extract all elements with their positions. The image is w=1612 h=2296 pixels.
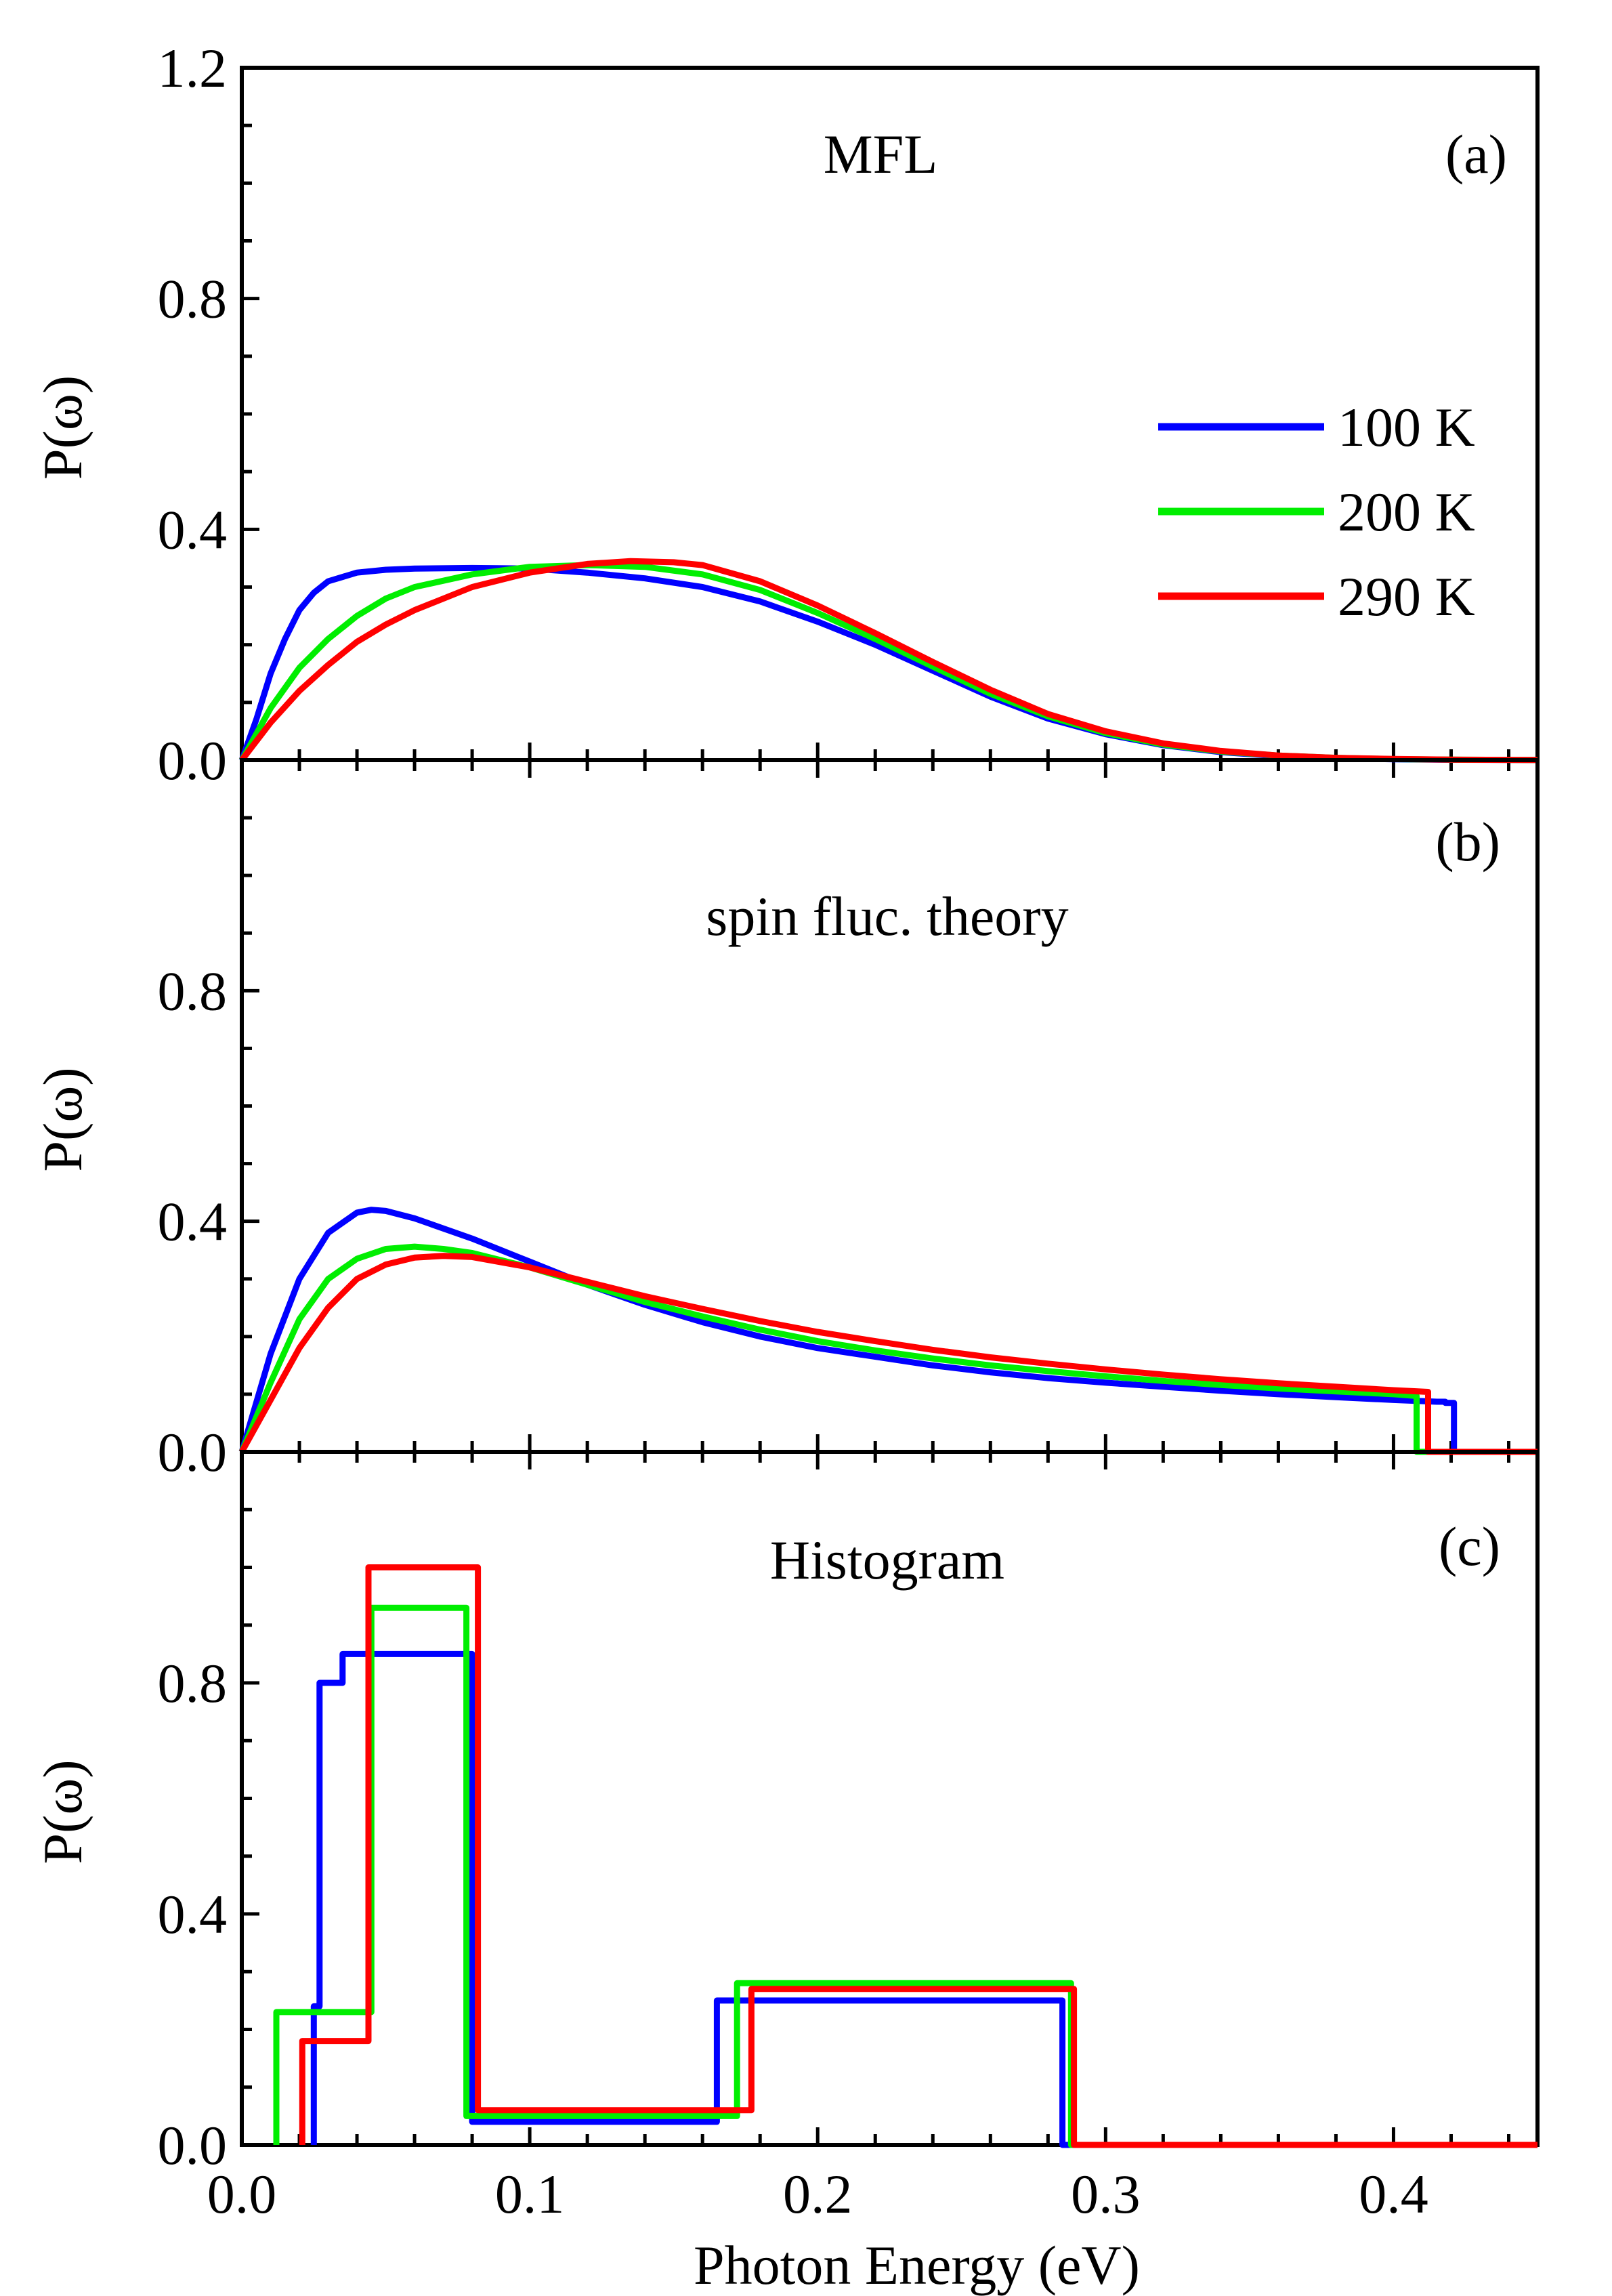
y-tick-label: 0.0 <box>158 1421 228 1483</box>
series-line-200k <box>238 1243 1537 1455</box>
legend: 100 K 200 K 290 K <box>1158 396 1475 627</box>
y-tick-label: 0.8 <box>158 268 228 330</box>
x-tick-label: 0.1 <box>495 2163 565 2225</box>
panel-a: 0.0 0.4 0.8 1.2 P(ω) MFL (a) 100 K 200 K 290 K <box>32 37 1540 791</box>
y-tick-label: 0.4 <box>158 1883 228 1945</box>
legend-label: 290 K <box>1338 566 1475 627</box>
x-tick-label: 0.2 <box>783 2163 853 2225</box>
panel-b: 0.0 0.4 0.8 P(ω) spin fluc. theory (b) <box>32 758 1540 1483</box>
y-tick-label: 0.8 <box>158 960 228 1022</box>
x-axis-title: Photon Energy (eV) <box>694 2234 1140 2296</box>
panel-label: (c) <box>1439 1516 1500 1577</box>
panel-title: spin fluc. theory <box>706 885 1068 947</box>
series-line-100k <box>310 1650 1537 2148</box>
panel-label: (a) <box>1445 123 1507 185</box>
series-line-290k <box>239 558 1538 764</box>
x-tick-label: 0.3 <box>1071 2163 1141 2225</box>
plot-frame <box>240 758 1540 1454</box>
y-tick-label: 0.0 <box>158 2114 228 2176</box>
panel-label: (b) <box>1435 811 1500 873</box>
y-axis-title: P(ω) <box>32 1759 93 1864</box>
y-axis-title: P(ω) <box>32 375 93 480</box>
x-tick-label: 0.0 <box>207 2163 277 2225</box>
series-line-290k <box>239 1253 1537 1455</box>
series-line-290k <box>299 1564 1537 2148</box>
y-tick-label: 0.4 <box>158 1191 228 1253</box>
legend-label: 100 K <box>1338 396 1475 458</box>
panel-c: 0.0 0.4 0.8 0.0 0.1 0.2 0.3 0.4 Photon Energy (e… <box>32 1450 1540 2296</box>
legend-label: 200 K <box>1338 481 1475 543</box>
y-tick-label: 0.8 <box>158 1652 228 1714</box>
series-line-100k <box>238 1207 1537 1455</box>
panel-title: Histogram <box>770 1529 1004 1591</box>
series-line-200k <box>273 1604 1537 2148</box>
y-tick-label: 1.2 <box>158 37 228 99</box>
y-tick-label: 0.0 <box>158 730 228 791</box>
y-axis-title: P(ω) <box>32 1067 93 1171</box>
x-tick-label: 0.4 <box>1359 2163 1428 2225</box>
y-tick-label: 0.4 <box>158 499 228 560</box>
panel-title: MFL <box>824 123 938 185</box>
